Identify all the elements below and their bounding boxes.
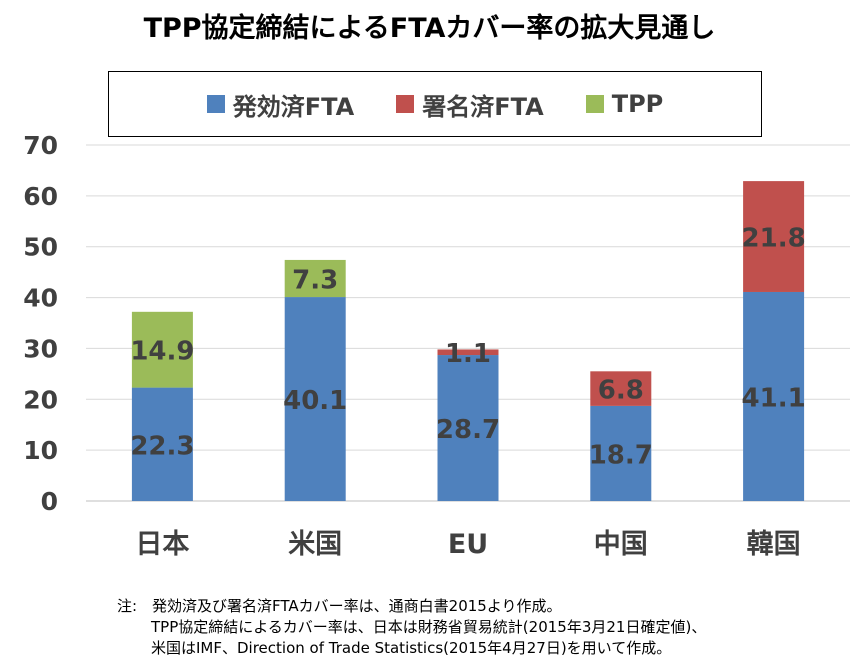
y-tick-label: 20 [23, 385, 58, 414]
bar-segment [590, 371, 652, 406]
legend: 発効済FTA 署名済FTA TPP [108, 71, 762, 137]
data-label: 40.1 [283, 386, 347, 416]
data-label: 6.8 [598, 376, 644, 406]
data-label: 7.3 [292, 266, 338, 296]
legend-item-enforced: 発効済FTA [206, 87, 355, 122]
y-tick-label: 70 [23, 131, 58, 160]
y-tick-label: 0 [41, 487, 58, 516]
footnote-line-1: 注: 発効済及び署名済FTAカバー率は、通商白書2015より作成。 [117, 597, 562, 615]
legend-swatch-enforced [206, 95, 225, 113]
data-label: 14.9 [130, 337, 194, 367]
y-tick-label: 30 [23, 334, 58, 363]
legend-swatch-tpp [585, 95, 604, 113]
footnote: 注: 発効済及び署名済FTAカバー率は、通商白書2015より作成。 TPP協定締… [117, 596, 706, 659]
x-category-label: 米国 [288, 529, 342, 560]
data-label: 41.1 [742, 383, 806, 413]
bar-segment [437, 355, 499, 501]
x-category-label: 日本 [135, 529, 189, 560]
legend-label-tpp: TPP [611, 90, 664, 118]
y-tick-label: 40 [23, 284, 58, 313]
legend-item-tpp: TPP [585, 90, 664, 118]
data-label: 21.8 [742, 224, 806, 254]
bar-segment [131, 311, 193, 388]
chart-title: TPP協定締結によるFTAカバー率の拡大見通し [143, 13, 716, 44]
x-category-label: EU [448, 529, 488, 560]
footnote-line-2: TPP協定締結によるカバー率は、日本は財務省貿易統計(2015年3月21日確定値… [151, 618, 707, 636]
legend-swatch-signed [396, 95, 415, 113]
legend-item-signed: 署名済FTA [396, 87, 544, 122]
legend-label-signed: 署名済FTA [422, 92, 544, 121]
y-tick-label: 50 [23, 233, 58, 262]
bar-segment [590, 405, 652, 501]
bar-segment [284, 259, 346, 298]
data-label: 28.7 [436, 415, 500, 445]
bar-segment [437, 349, 499, 356]
stacked-bar-chart: 0 10 20 30 40 50 60 70 22.3 14.9 日本 40.1 7.3 米国 28.7 1.… [23, 131, 850, 560]
data-label: 22.3 [130, 431, 194, 461]
footnote-line-3: 米国はIMF、Direction of Trade Statistics(201… [151, 639, 672, 657]
data-label: 1.1 [445, 339, 491, 369]
bar-segment [743, 181, 805, 292]
bar-segment [131, 387, 193, 501]
x-category-label: 韓国 [747, 529, 801, 560]
legend-label-enforced: 発効済FTA [232, 92, 355, 121]
bar-segment [743, 291, 805, 501]
data-label: 18.7 [589, 440, 653, 470]
y-tick-label: 60 [23, 182, 58, 211]
x-category-label: 中国 [594, 529, 648, 560]
y-tick-label: 10 [23, 436, 58, 465]
bar-segment [284, 297, 346, 501]
